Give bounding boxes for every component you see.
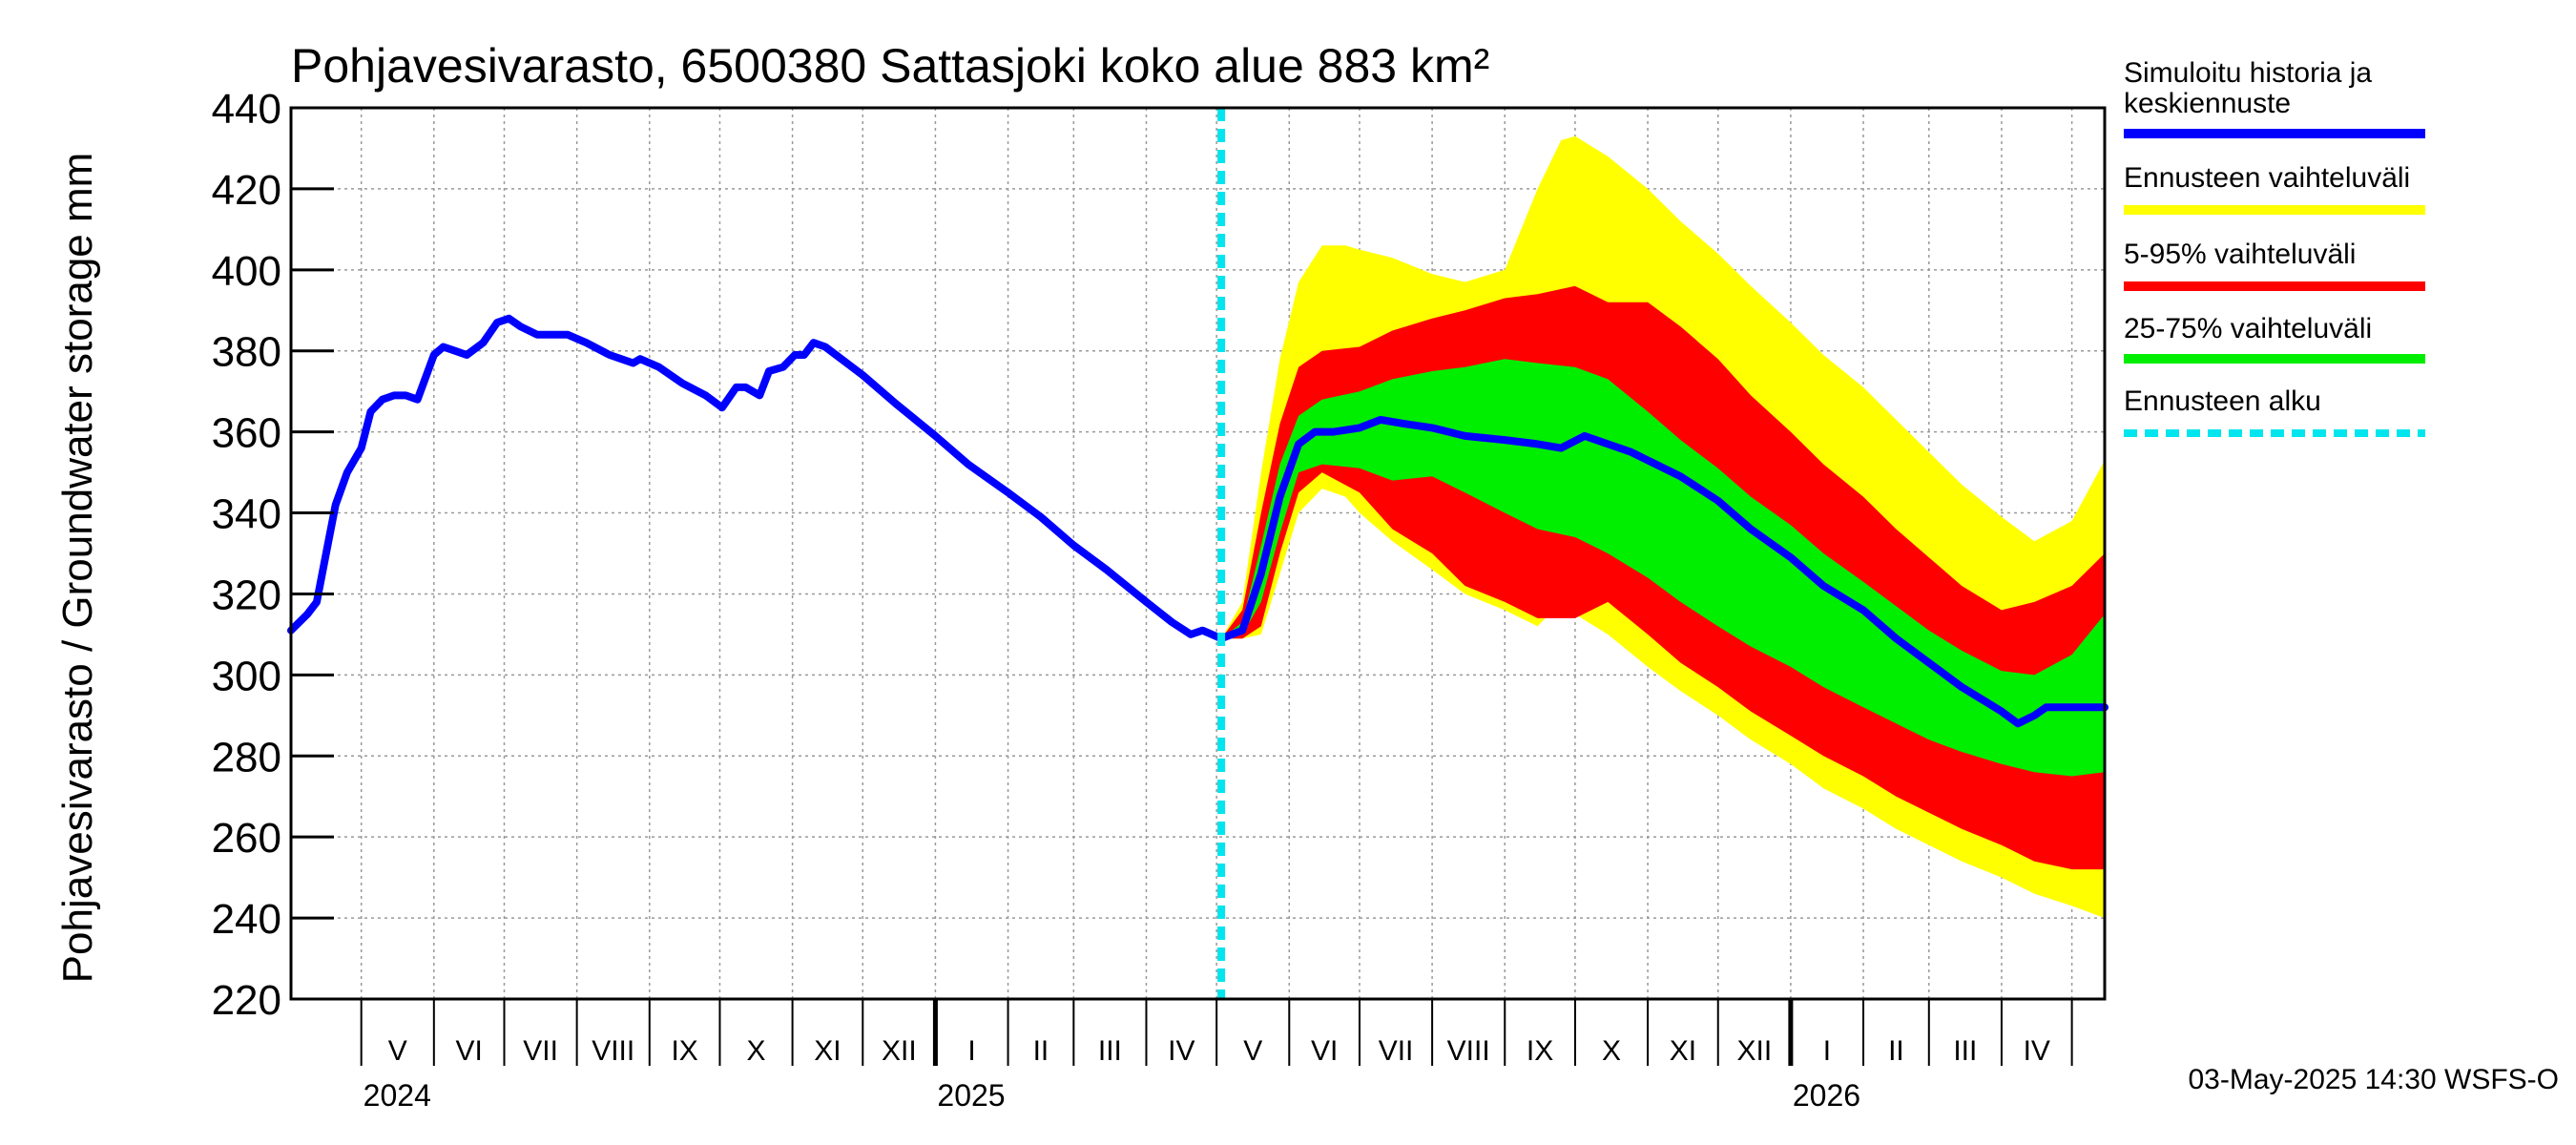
- month-label: IV: [2024, 1035, 2050, 1067]
- y-tick-label: 400: [212, 248, 281, 295]
- month-labels: V VI VII VIII IX X XI XII I II III IV V VI VII VIII IX X X…: [388, 1035, 2050, 1067]
- month-label: II: [1888, 1035, 1904, 1067]
- y-tick-label: 260: [212, 815, 281, 862]
- y-tick-label: 380: [212, 329, 281, 376]
- month-label: VI: [1311, 1035, 1338, 1067]
- plot-frame: [289, 106, 2107, 1001]
- legend-5-95-label: 5-95% vaihteluväli: [2124, 239, 2356, 270]
- month-label: II: [1033, 1035, 1049, 1067]
- timestamp: 03-May-2025 14:30 WSFS-O: [2189, 1064, 2560, 1095]
- month-label: III: [1953, 1035, 1977, 1067]
- legend-history-label-1: Simuloitu historia ja: [2124, 57, 2372, 89]
- month-label: VIII: [1447, 1035, 1490, 1067]
- y-tick-label: 360: [212, 410, 281, 457]
- year-labels: 2024 2025 2026: [364, 1078, 1860, 1113]
- month-label: IX: [1527, 1035, 1553, 1067]
- month-label: VII: [1379, 1035, 1414, 1067]
- month-label: I: [967, 1035, 975, 1067]
- legend-25-75-label: 25-75% vaihteluväli: [2124, 313, 2372, 344]
- y-tick-label: 220: [212, 977, 281, 1024]
- legend-history-label-2: keskiennuste: [2124, 88, 2291, 119]
- month-label: I: [1823, 1035, 1831, 1067]
- y-tick-label: 300: [212, 653, 281, 699]
- y-tick-label: 420: [212, 167, 281, 214]
- median-forecast-line: [1217, 415, 2109, 728]
- year-label: 2025: [937, 1078, 1005, 1113]
- y-axis-label: Pohjavesivarasto / Groundwater storage m…: [54, 153, 101, 984]
- band-25-75: [1221, 359, 2105, 777]
- month-label: X: [1602, 1035, 1621, 1067]
- legend-forecast-start-label: Ennusteen alku: [2124, 385, 2321, 417]
- month-label: XII: [1736, 1035, 1772, 1067]
- y-tick-label: 240: [212, 896, 281, 943]
- year-label: 2024: [364, 1078, 431, 1113]
- chart-title: Pohjavesivarasto, 6500380 Sattasjoki kok…: [291, 39, 1489, 93]
- history-line: [287, 314, 1226, 643]
- y-tick-label: 340: [212, 491, 281, 538]
- month-label: XI: [814, 1035, 841, 1067]
- month-label: XI: [1670, 1035, 1696, 1067]
- month-label: III: [1098, 1035, 1122, 1067]
- month-label: XII: [882, 1035, 917, 1067]
- legend-range-label: Ennusteen vaihteluväli: [2124, 162, 2410, 194]
- month-label: V: [388, 1035, 407, 1067]
- month-label: IX: [671, 1035, 697, 1067]
- axes: [289, 106, 2107, 1066]
- y-tick-labels: 220 240 260 280 300 320 340 360 380 400 420 440: [212, 86, 281, 1024]
- legend: Simuloitu historia ja keskiennuste Ennus…: [2124, 57, 2425, 437]
- month-label: X: [747, 1035, 766, 1067]
- month-label: IV: [1168, 1035, 1195, 1067]
- month-label: V: [1243, 1035, 1262, 1067]
- year-label: 2026: [1793, 1078, 1860, 1113]
- y-tick-label: 320: [212, 572, 281, 618]
- month-label: VI: [455, 1035, 482, 1067]
- series-lines: [287, 108, 2109, 999]
- month-label: VIII: [592, 1035, 634, 1067]
- y-tick-label: 280: [212, 734, 281, 781]
- y-tick-label: 440: [212, 86, 281, 133]
- month-label: VII: [523, 1035, 558, 1067]
- forecast-bands: [1221, 135, 2105, 919]
